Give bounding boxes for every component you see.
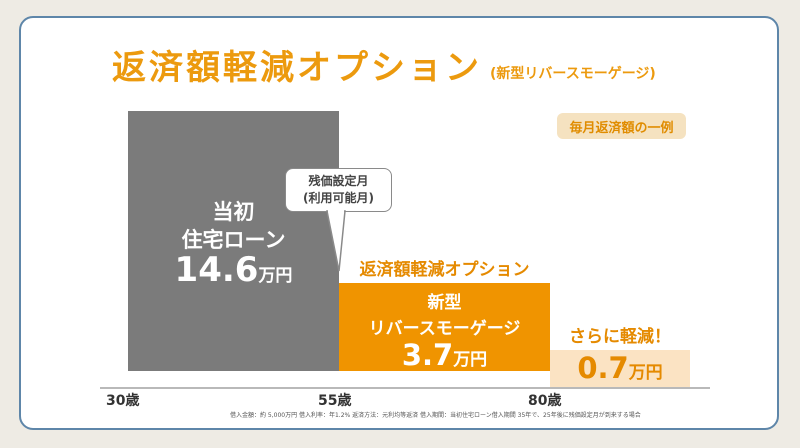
initial-loan-value: 14.6	[174, 250, 259, 290]
x-tick-55: 55歳	[318, 393, 352, 409]
further-reduction-value: 0.7	[577, 351, 629, 385]
further-reduction-amount: 0.7万円	[550, 351, 690, 385]
example-tag: 毎月返済額の一例	[557, 113, 686, 139]
callout-line1: 残価設定月	[308, 174, 369, 188]
x-axis-line	[100, 387, 710, 389]
footnote: 借入金額：約 5,000万円 借入利率：年1.2% 返済方法：元利均等返済 借入…	[230, 412, 641, 419]
callout-pointer	[326, 208, 346, 272]
bar-initial-loan	[128, 111, 339, 371]
reverse-mortgage-label-line2: リバースモーゲージ	[368, 319, 521, 339]
initial-loan-amount: 14.6万円	[128, 250, 339, 290]
reverse-mortgage-amount: 3.7万円	[339, 338, 550, 372]
x-tick-80: 80歳	[528, 393, 562, 409]
chart-subtitle: (新型リバースモーゲージ)	[490, 66, 656, 82]
initial-loan-unit: 万円	[258, 266, 293, 286]
x-tick-30: 30歳	[106, 393, 140, 409]
initial-loan-label-line1: 当初	[212, 200, 255, 224]
initial-loan-label: 当初 住宅ローン	[128, 198, 339, 254]
further-reduction-label: さらに軽減！	[569, 327, 671, 347]
initial-loan-label-line2: 住宅ローン	[181, 228, 286, 252]
reverse-mortgage-label: 新型 リバースモーゲージ	[339, 290, 550, 342]
further-reduction-unit: 万円	[628, 363, 663, 383]
reduction-option-header: 返済額軽減オプション	[359, 260, 530, 280]
bar-further-reduction	[550, 350, 690, 387]
bar-reverse-mortgage	[339, 283, 550, 371]
reverse-mortgage-label-line1: 新型	[427, 293, 462, 313]
reverse-mortgage-value: 3.7	[401, 338, 454, 372]
chart-title: 返済額軽減オプション	[112, 48, 482, 88]
residual-month-callout: 残価設定月 (利用可能月)	[285, 168, 392, 212]
callout-line2: (利用可能月)	[303, 191, 374, 205]
reverse-mortgage-unit: 万円	[453, 350, 488, 370]
